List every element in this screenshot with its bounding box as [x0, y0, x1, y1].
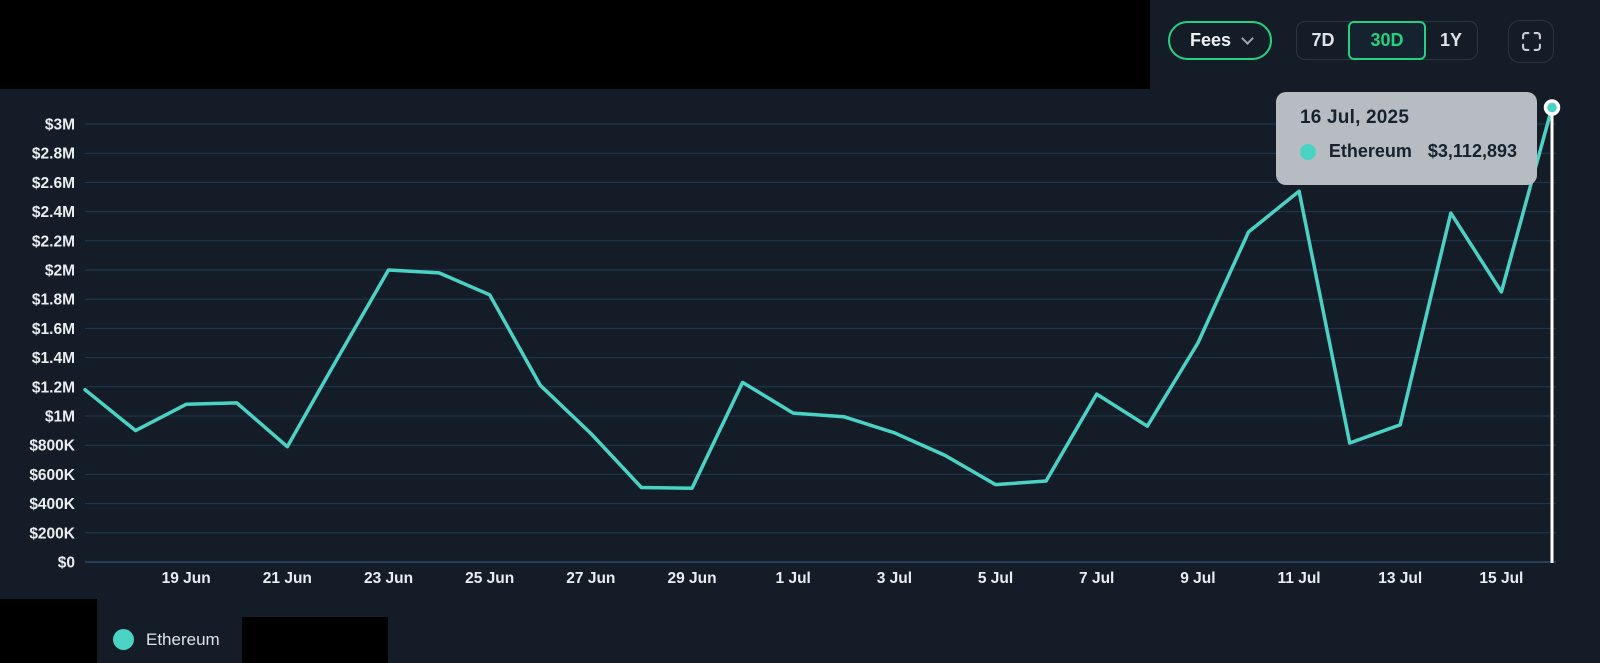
- series-color-dot-icon: [1300, 143, 1316, 160]
- y-axis-tick-label: $1.2M: [32, 379, 75, 396]
- series-line-ethereum: [83, 105, 1554, 491]
- metric-dropdown-button[interactable]: Fees: [1168, 21, 1273, 60]
- redacted-region-bottom-left: [0, 599, 97, 663]
- time-range-tabs: 7D 30D 1Y: [1296, 21, 1478, 60]
- x-axis-tick-label: 23 Jun: [364, 570, 413, 587]
- x-axis-tick-label: 9 Jul: [1180, 570, 1215, 587]
- tab-1y[interactable]: 1Y: [1425, 22, 1477, 59]
- fullscreen-expand-icon: [1521, 32, 1541, 51]
- chart-legend: Ethereum: [113, 629, 220, 650]
- x-axis-tick-label: 19 Jun: [162, 570, 211, 587]
- y-axis-tick-label: $0: [58, 555, 75, 572]
- x-axis-tick-label: 1 Jul: [776, 570, 811, 587]
- x-axis-tick-label: 15 Jul: [1479, 570, 1523, 587]
- tooltip-series-value: $3,112,893: [1427, 141, 1517, 161]
- x-axis-tick-label: 3 Jul: [877, 570, 912, 587]
- tooltip-date: 16 Jul, 2025: [1300, 107, 1410, 128]
- chevron-down-icon: [1241, 32, 1254, 45]
- y-axis-tick-label: $1.6M: [32, 321, 75, 338]
- tooltip-series-name: Ethereum: [1328, 141, 1412, 161]
- y-axis-tick-label: $2.8M: [32, 146, 75, 163]
- y-axis-tick-label: $2M: [45, 263, 75, 280]
- redacted-region-legend: [242, 617, 388, 663]
- y-axis-tick-label: $2.4M: [32, 204, 75, 221]
- x-axis-tick-label: 5 Jul: [978, 570, 1013, 587]
- tab-7d[interactable]: 7D: [1297, 22, 1349, 59]
- y-axis-tick-label: $3M: [45, 117, 75, 134]
- y-axis-tick-label: $1M: [45, 409, 75, 426]
- chart-tooltip: 16 Jul, 2025 Ethereum $3,112,893: [1276, 92, 1537, 185]
- legend-ethereum-label: Ethereum: [146, 629, 220, 649]
- y-axis-tick-label: $200K: [29, 525, 75, 542]
- tooltip-series-row: Ethereum $3,112,893: [1300, 141, 1517, 162]
- x-axis-tick-label: 29 Jun: [667, 570, 716, 587]
- y-axis-tick-label: $2.6M: [32, 175, 75, 192]
- y-axis-tick-label: $400K: [29, 496, 75, 513]
- redacted-region-top: [0, 0, 1150, 89]
- legend-ethereum-dot-icon: [113, 629, 134, 650]
- y-axis-tick-label: $1.4M: [32, 350, 75, 367]
- x-axis-tick-label: 27 Jun: [566, 570, 615, 587]
- x-axis-tick-label: 21 Jun: [263, 570, 312, 587]
- x-axis-tick-label: 7 Jul: [1079, 570, 1114, 587]
- y-axis-tick-label: $1.8M: [32, 292, 75, 309]
- y-axis-tick-label: $800K: [29, 438, 75, 455]
- highlighted-point-marker: [1543, 99, 1561, 116]
- x-axis-tick-label: 25 Jun: [465, 570, 514, 587]
- x-axis-tick-label: 11 Jul: [1278, 570, 1321, 587]
- x-axis-tick-label: 13 Jul: [1378, 570, 1422, 587]
- fullscreen-button[interactable]: [1508, 20, 1554, 63]
- metric-dropdown-label: Fees: [1190, 30, 1232, 50]
- tab-30d[interactable]: 30D: [1348, 21, 1426, 60]
- chart-controls: Fees 7D 30D 1Y: [1150, 0, 1600, 89]
- y-axis-tick-label: $600K: [29, 467, 75, 484]
- y-axis-tick-label: $2.2M: [32, 233, 75, 250]
